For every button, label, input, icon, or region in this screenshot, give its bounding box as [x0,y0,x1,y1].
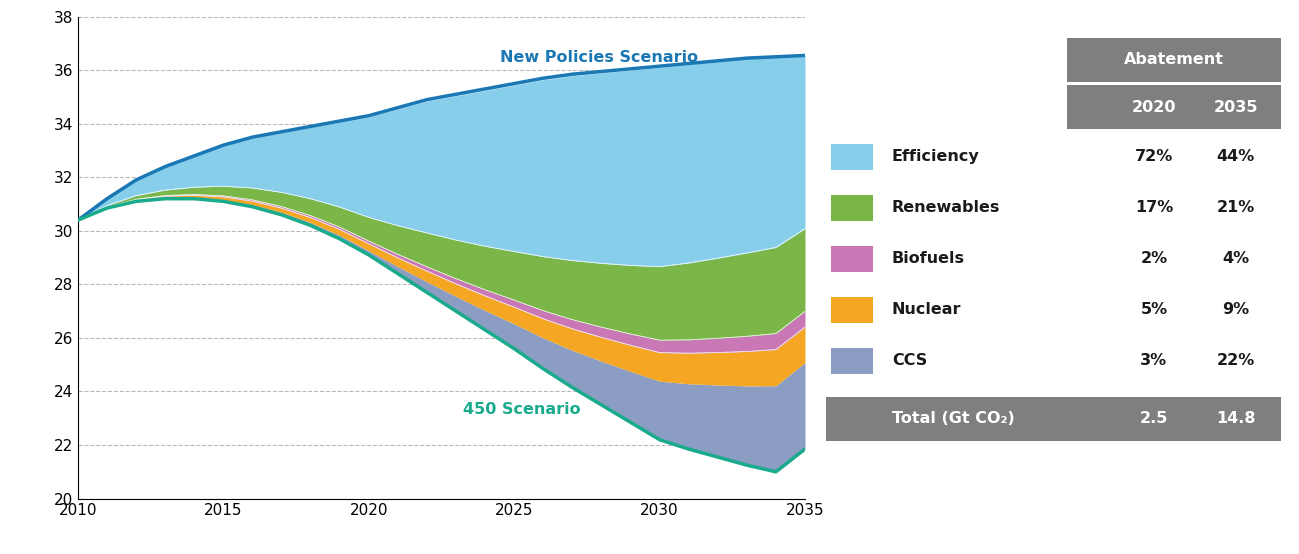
Y-axis label: Gt: Gt [26,0,49,2]
Text: 2020: 2020 [1131,100,1176,115]
FancyBboxPatch shape [826,397,1281,440]
Text: New Policies Scenario: New Policies Scenario [500,50,698,65]
Text: Nuclear: Nuclear [892,302,961,317]
FancyBboxPatch shape [831,143,873,170]
Text: 72%: 72% [1135,149,1173,165]
Text: 2035: 2035 [1213,100,1257,115]
Text: 450 Scenario: 450 Scenario [464,402,581,417]
Text: 44%: 44% [1217,149,1255,165]
FancyBboxPatch shape [831,296,873,323]
Text: 2.5: 2.5 [1139,412,1168,427]
Text: 17%: 17% [1135,201,1173,216]
FancyBboxPatch shape [1068,38,1281,81]
Text: Renewables: Renewables [892,201,1000,216]
FancyBboxPatch shape [831,245,873,272]
Text: Efficiency: Efficiency [892,149,979,165]
Text: 4%: 4% [1222,252,1250,266]
Text: 22%: 22% [1217,353,1255,368]
FancyBboxPatch shape [831,194,873,221]
Text: Abatement: Abatement [1125,53,1225,68]
Text: CCS: CCS [892,353,927,368]
Text: 3%: 3% [1141,353,1168,368]
Text: 9%: 9% [1222,302,1250,317]
FancyBboxPatch shape [1068,85,1281,129]
Text: Total (Gt CO₂): Total (Gt CO₂) [892,412,1015,427]
Text: 5%: 5% [1141,302,1168,317]
FancyBboxPatch shape [831,347,873,374]
Text: 2%: 2% [1141,252,1168,266]
Text: Biofuels: Biofuels [892,252,965,266]
Text: 14.8: 14.8 [1216,412,1256,427]
Text: 21%: 21% [1217,201,1255,216]
